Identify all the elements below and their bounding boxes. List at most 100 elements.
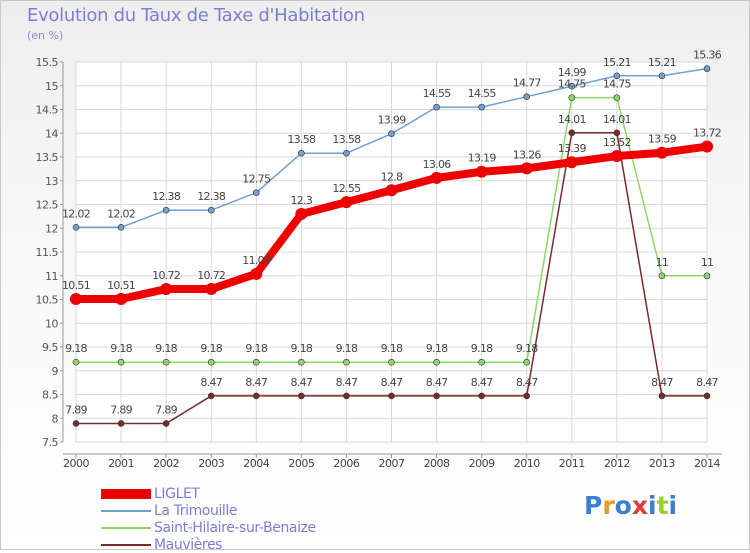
x-tick-label: 2006: [333, 457, 359, 470]
x-tick-label: 2002: [153, 457, 179, 470]
data-point: [433, 392, 440, 400]
data-label: 13.72: [693, 127, 721, 140]
legend-label: La Trimouille: [154, 502, 238, 519]
data-label: 14.01: [558, 113, 586, 126]
data-label: 13.39: [558, 142, 587, 155]
data-point: [478, 103, 485, 111]
x-tick-label: 2004: [243, 457, 269, 470]
data-label: 7.89: [155, 403, 177, 416]
data-label: 12.8: [381, 170, 403, 183]
data-point: [207, 358, 215, 366]
legend-item: Mauvières: [101, 536, 316, 553]
data-label: 13.19: [468, 152, 497, 165]
data-label: 9.18: [381, 342, 403, 355]
x-tick-label: 2014: [694, 457, 720, 470]
data-label: 8.47: [381, 376, 403, 389]
data-point: [613, 129, 621, 137]
data-label: 9.18: [245, 342, 267, 355]
proxiti-logo: Proxiti: [584, 491, 677, 520]
data-label: 12.75: [242, 173, 271, 186]
data-point: [115, 293, 128, 306]
data-label: 9.18: [65, 342, 87, 355]
data-point: [565, 156, 578, 169]
data-point: [478, 392, 485, 400]
y-tick-label: 14: [45, 127, 58, 140]
data-label: 13.59: [648, 133, 677, 146]
data-point: [388, 358, 395, 366]
legend-label: Saint-Hilaire-sur-Benaize: [154, 519, 316, 536]
data-label: 15.36: [693, 49, 722, 62]
data-label: 9.18: [471, 342, 493, 355]
data-label: 11.04: [242, 254, 271, 267]
data-label: 10.51: [107, 279, 135, 292]
data-point: [252, 392, 260, 400]
data-label: 13.26: [513, 148, 542, 161]
legend-swatch: [101, 509, 151, 512]
x-tick-label: 2001: [108, 457, 134, 470]
data-label: 11: [701, 256, 714, 269]
data-label: 12.02: [107, 207, 135, 220]
data-point: [252, 189, 260, 196]
data-point: [701, 140, 713, 153]
data-point: [658, 72, 666, 80]
y-tick-label: 10.5: [36, 294, 59, 307]
data-label: 13.06: [423, 158, 452, 171]
chart-legend: LIGLET La Trimouille Saint-Hilaire-sur-Ben…: [101, 485, 316, 553]
data-label: 9.18: [200, 342, 222, 355]
x-tick-label: 2003: [198, 457, 224, 470]
y-tick-label: 8.5: [42, 389, 58, 402]
data-label: 7.89: [65, 403, 87, 416]
data-label: 13.58: [332, 133, 361, 146]
logo-letter: x: [631, 491, 648, 520]
y-tick-label: 7.5: [42, 436, 58, 449]
x-tick-label: 2013: [649, 457, 675, 470]
legend-item: LIGLET: [101, 485, 316, 502]
data-label: 8.47: [426, 376, 448, 389]
data-point: [703, 65, 711, 72]
data-label: 8.47: [291, 376, 313, 389]
data-point: [205, 283, 218, 296]
data-point: [343, 358, 350, 366]
data-point: [117, 224, 125, 231]
legend-label: Mauvières: [154, 536, 223, 553]
data-point: [117, 358, 125, 366]
legend-swatch: [101, 526, 151, 529]
data-label: 8.47: [200, 376, 222, 389]
data-label: 14.75: [558, 78, 587, 91]
logo-letter: P: [584, 491, 603, 520]
legend-item: La Trimouille: [101, 502, 316, 519]
logo-letter: i: [668, 491, 678, 520]
legend-item: Saint-Hilaire-sur-Benaize: [101, 519, 316, 536]
logo-letter: r: [602, 491, 615, 520]
x-tick-label: 2005: [288, 457, 314, 470]
data-point: [433, 358, 440, 366]
data-point: [295, 208, 308, 220]
legend-label: LIGLET: [154, 485, 200, 502]
data-point: [298, 149, 305, 157]
data-label: 14.99: [558, 66, 587, 79]
logo-letter: t: [656, 491, 669, 520]
data-point: [433, 103, 440, 111]
x-tick-label: 2007: [379, 457, 405, 470]
data-point: [658, 392, 666, 400]
data-point: [613, 72, 621, 80]
data-point: [162, 206, 170, 214]
data-label: 9.18: [516, 342, 538, 355]
y-tick-label: 10: [45, 317, 58, 330]
data-point: [207, 206, 215, 214]
data-point: [250, 267, 263, 280]
y-tick-label: 9: [52, 365, 59, 378]
data-point: [385, 184, 398, 197]
data-label: 12.55: [332, 182, 361, 195]
data-label: 10.51: [62, 279, 90, 292]
data-label: 12.3: [291, 194, 313, 207]
data-point: [655, 146, 668, 159]
y-tick-label: 9.5: [42, 341, 58, 354]
data-label: 8.47: [245, 376, 267, 389]
data-label: 10.72: [197, 269, 225, 282]
data-point: [523, 392, 531, 400]
x-tick-label: 2000: [63, 457, 89, 470]
x-tick-label: 2011: [559, 457, 585, 470]
